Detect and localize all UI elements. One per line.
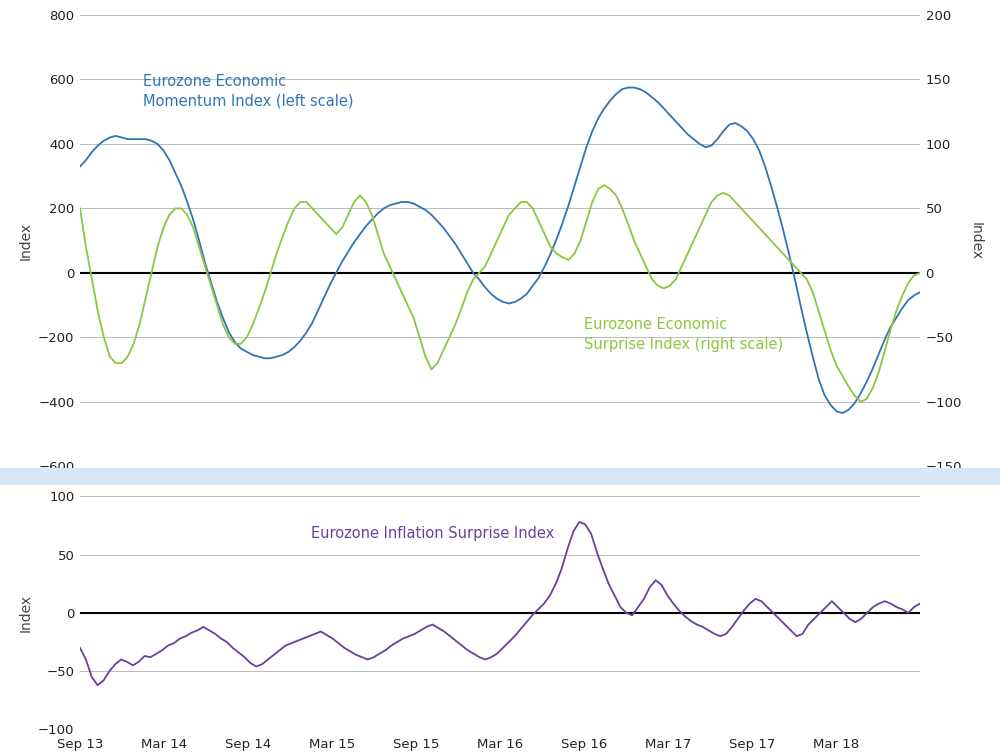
Text: Eurozone Economic
Surprise Index (right scale): Eurozone Economic Surprise Index (right … — [584, 317, 783, 352]
Y-axis label: Index: Index — [19, 594, 33, 632]
Text: Eurozone Inflation Surprise Index: Eurozone Inflation Surprise Index — [311, 526, 554, 541]
Y-axis label: Index: Index — [969, 222, 983, 259]
Text: Eurozone Economic
Momentum Index (left scale): Eurozone Economic Momentum Index (left s… — [143, 74, 354, 108]
Y-axis label: Index: Index — [19, 222, 33, 259]
